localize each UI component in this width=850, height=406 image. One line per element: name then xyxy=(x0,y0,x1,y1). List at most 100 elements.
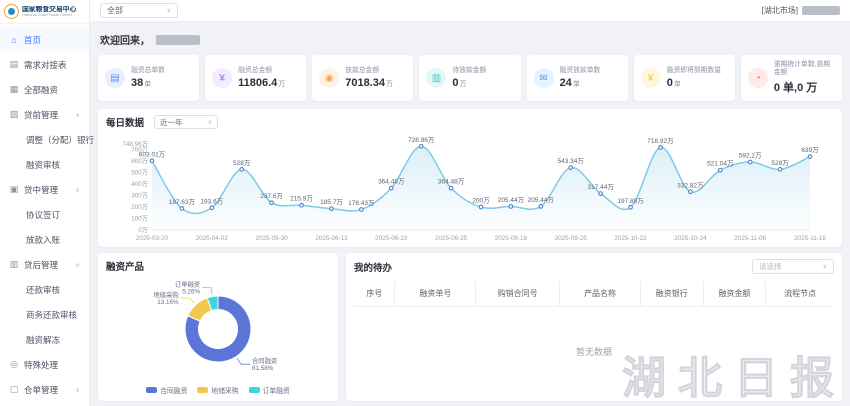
welcome-row: 欢迎回来， xyxy=(100,32,842,47)
sidebar-item-business-repayment-review[interactable]: 商务还款审核 xyxy=(0,302,89,327)
legend-reserve-procurement[interactable]: 地储采购 xyxy=(197,385,239,395)
svg-text:543.34万: 543.34万 xyxy=(558,157,585,165)
svg-text:地储采购: 地储采购 xyxy=(153,290,178,299)
svg-text:2025-06-25: 2025-06-25 xyxy=(435,235,468,242)
date-range-select[interactable]: 近一年 ∨ xyxy=(154,115,219,129)
svg-text:5.26%: 5.26% xyxy=(182,289,200,296)
svg-text:317.44万: 317.44万 xyxy=(587,183,614,191)
svg-text:748.96万: 748.96万 xyxy=(122,140,148,148)
column-header-financing-bank: 融资银行 xyxy=(641,281,704,306)
products-panel-title: 融资产品 xyxy=(106,262,145,273)
sidebar-item-special-handling[interactable]: ◎ 特殊处理 xyxy=(0,352,89,377)
sidebar-item-adjust-allocate-bank[interactable]: 调整（分配）银行 xyxy=(0,127,94,152)
stat-card-overdue-stats: ◔ 逾期统计单数,逾期金额 0 单,0 万 xyxy=(740,55,842,101)
sidebar-item-label: 贷中管理 xyxy=(24,184,59,195)
svg-text:合同融资: 合同融资 xyxy=(252,356,277,365)
in-loan-icon: ▣ xyxy=(9,184,19,194)
pending-payment-icon: ▥ xyxy=(426,68,447,88)
chevron-down-icon: ∨ xyxy=(822,264,827,270)
svg-text:2025-11-06: 2025-11-06 xyxy=(734,235,766,242)
todo-panel-title: 我的待办 xyxy=(354,262,393,274)
sidebar-item-label: 首页 xyxy=(24,34,42,45)
sidebar-item-all-financing[interactable]: ▦ 全部融资 xyxy=(0,77,89,102)
sidebar-group-in-loan-management[interactable]: ▣ 贷中管理 ∧ xyxy=(0,177,89,202)
svg-text:2025-04-02: 2025-04-02 xyxy=(196,235,229,242)
donut-legend: 合同融资 地储采购 订单融资 xyxy=(106,385,330,395)
svg-text:205.44万: 205.44万 xyxy=(528,196,555,204)
svg-text:592.2万: 592.2万 xyxy=(739,152,762,160)
svg-text:332.82万: 332.82万 xyxy=(677,181,704,189)
svg-text:100万: 100万 xyxy=(131,215,148,223)
svg-text:2025-10-22: 2025-10-22 xyxy=(614,235,647,242)
svg-text:2025-11-18: 2025-11-18 xyxy=(794,235,826,242)
svg-text:205.44万: 205.44万 xyxy=(498,196,525,204)
coin-icon: ◉ xyxy=(319,68,340,88)
sidebar-item-home[interactable]: ⌂ 首页 xyxy=(0,27,89,52)
svg-text:178.43万: 178.43万 xyxy=(348,199,375,207)
sidebar-item-label: 贷前管理 xyxy=(24,109,59,120)
stat-card-disbursement-orders: ✉ 融资放款单数 24单 xyxy=(526,55,628,101)
org-filter-select[interactable]: 全部 ∨ xyxy=(100,3,178,18)
topbar: 全部 ∨ [湖北市场] xyxy=(90,0,850,22)
brand-title: 国家粮食交易中心 xyxy=(22,5,77,13)
money-bag-icon: ¥ xyxy=(212,68,233,88)
chevron-up-icon: ∧ xyxy=(75,186,80,194)
financing-products-panel: 融资产品 合同融资 81.58% 地储采购 13.16% 订单融资 5.26% 合同融资 … xyxy=(98,253,338,401)
stat-value: 0 单,0 万 xyxy=(773,81,818,94)
daily-panel-title: 每日数据 xyxy=(106,118,145,129)
stat-card-total-financing-orders: ▤ 融资总单数 38单 xyxy=(98,55,200,101)
sidebar-item-label: 还款审核 xyxy=(26,284,61,295)
svg-text:521.04万: 521.04万 xyxy=(707,160,734,168)
stat-label: 融资总金额 xyxy=(238,67,273,75)
svg-text:订单融资: 订单融资 xyxy=(175,280,200,289)
sidebar-group-warehouse-receipt-management[interactable]: ▢ 仓单管理 ∨ xyxy=(0,377,89,402)
svg-text:81.58%: 81.58% xyxy=(252,365,274,372)
document-icon: ▤ xyxy=(105,68,125,88)
svg-text:400万: 400万 xyxy=(131,180,148,188)
topbar-user-area[interactable]: [湖北市场] xyxy=(762,5,840,16)
sidebar-item-disbursement-entry[interactable]: 放款入账 xyxy=(0,227,89,252)
stat-label: 融资放款单数 xyxy=(559,67,601,75)
column-header-product-name: 产品名称 xyxy=(560,281,641,306)
sidebar-item-label: 协议签订 xyxy=(26,209,61,220)
stat-value: 24单 xyxy=(559,76,580,89)
due-soon-icon: ¥ xyxy=(640,68,661,88)
empty-table-placeholder: 暂无数据 xyxy=(575,346,612,357)
legend-contract-financing[interactable]: 合同融资 xyxy=(146,385,187,395)
svg-text:2025-05-30: 2025-05-30 xyxy=(256,235,289,242)
stat-value: 7018.34万 xyxy=(345,76,394,89)
sidebar-item-demand-docking[interactable]: ▤ 需求对接表 xyxy=(0,52,89,77)
sidebar-group-pre-loan-management[interactable]: ▨ 贷前管理 ∧ xyxy=(0,102,89,127)
pre-loan-icon: ▨ xyxy=(9,109,19,119)
date-range-value: 近一年 xyxy=(160,117,183,127)
sidebar-item-label: 融资审核 xyxy=(26,159,61,170)
column-header-contract-no: 购销合同号 xyxy=(476,281,561,306)
sidebar-item-label: 全部融资 xyxy=(24,84,59,95)
todo-filter-select[interactable]: 请选择 ∨ xyxy=(752,259,834,274)
column-header-seq: 序号 xyxy=(354,281,396,306)
chevron-down-icon: ∨ xyxy=(166,8,171,14)
brand: 国家粮食交易中心 National Grain Trade Center xyxy=(0,0,89,24)
sidebar-nav: ⌂ 首页 ▤ 需求对接表 ▦ 全部融资 ▨ 贷前管理 ∧ 调整（分配）银行 融资… xyxy=(0,24,94,402)
redacted-username xyxy=(802,6,840,15)
svg-text:200万: 200万 xyxy=(472,197,490,205)
svg-text:300万: 300万 xyxy=(131,192,148,200)
legend-order-financing[interactable]: 订单融资 xyxy=(248,385,290,395)
sidebar-item-repayment-review[interactable]: 还款审核 xyxy=(0,277,89,302)
my-todo-panel: 我的待办 请选择 ∨ 序号 融资单号 购销合同号 产品名称 融资银行 融资金额 … xyxy=(346,253,842,401)
svg-text:13.16%: 13.16% xyxy=(157,299,179,306)
sidebar-item-agreement-signing[interactable]: 协议签订 xyxy=(0,202,89,227)
sidebar-item-financing-review[interactable]: 融资审核 xyxy=(0,152,89,177)
sidebar: 国家粮食交易中心 National Grain Trade Center ⌂ 首… xyxy=(0,0,94,406)
sidebar-group-post-loan-management[interactable]: ▥ 贷后管理 ∧ xyxy=(0,252,89,277)
stat-card-total-financing-amount: ¥ 融资总金额 11806.4万 xyxy=(205,55,307,101)
legend-chip xyxy=(248,387,260,393)
sidebar-item-label: 贷后管理 xyxy=(24,259,59,270)
svg-text:2025-08-18: 2025-08-18 xyxy=(495,235,528,242)
brand-logo-icon xyxy=(4,4,19,19)
svg-text:364.48万: 364.48万 xyxy=(378,178,405,186)
svg-text:193.6万: 193.6万 xyxy=(200,197,223,205)
chevron-down-icon: ∨ xyxy=(75,386,80,394)
sidebar-item-financing-unfreeze[interactable]: 融资解冻 xyxy=(0,327,89,352)
svg-text:600万: 600万 xyxy=(131,157,148,165)
